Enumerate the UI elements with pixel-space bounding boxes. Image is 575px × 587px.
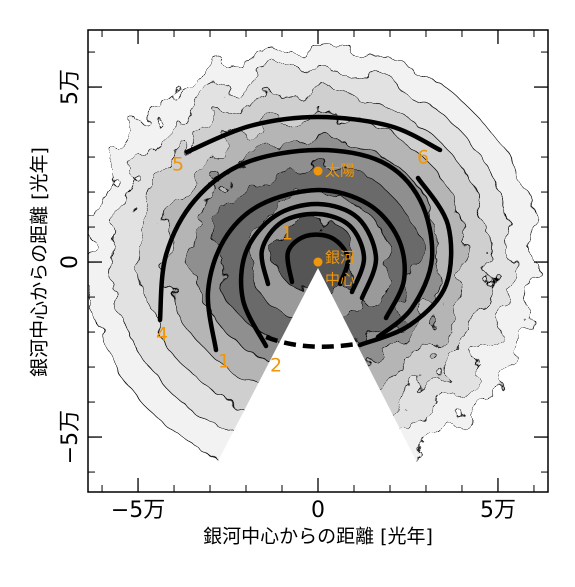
spiral-arm — [285, 232, 351, 287]
spiral-arm — [157, 147, 435, 340]
arm-label: 1 — [281, 223, 293, 245]
density-map — [88, 46, 538, 492]
x-tick-label: 5万 — [480, 498, 516, 523]
x-tick-label: −5万 — [111, 498, 165, 523]
y-axis-title: 銀河中心からの距離 [光年] — [29, 147, 51, 377]
blank-wedge — [202, 268, 432, 492]
arm-label: 6 — [417, 147, 429, 169]
y-tick-label: −5万 — [58, 410, 83, 464]
y-tick-label: 0 — [58, 255, 83, 269]
spiral-arm — [184, 114, 443, 155]
point — [313, 257, 323, 267]
point-label: 銀河 — [325, 249, 355, 267]
arm-label: 1 — [218, 351, 230, 373]
arm-label: 4 — [156, 324, 168, 346]
spiral-arms — [157, 114, 454, 353]
y-tick-label: 5万 — [58, 69, 83, 105]
arm-label: 2 — [270, 355, 282, 377]
spiral-arm — [357, 175, 454, 348]
x-tick-label: 0 — [311, 498, 325, 523]
point-label: 太陽 — [325, 162, 355, 180]
spiral-arm — [259, 211, 367, 295]
x-axis-title: 銀河中心からの距離 [光年] — [203, 526, 433, 548]
point — [313, 166, 323, 176]
spiral-arm — [238, 201, 379, 349]
spiral-arm-dashed — [265, 334, 357, 349]
arm-label: 5 — [172, 154, 184, 176]
point-label: 中心 — [325, 271, 355, 289]
spiral-arm — [205, 187, 407, 353]
